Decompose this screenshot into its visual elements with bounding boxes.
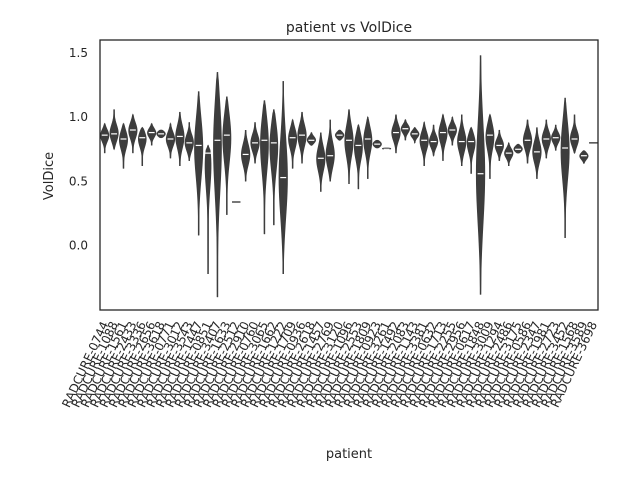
- y-tick-label: 1.0: [69, 110, 88, 124]
- violin: [316, 132, 326, 192]
- violin: [504, 141, 514, 167]
- violin: [532, 127, 542, 179]
- violin: [100, 122, 110, 154]
- violin: [119, 122, 128, 169]
- violin: [560, 97, 570, 239]
- x-axis-ticks: RADCURE-0744RADCURE-1088RADCURE-1561RADC…: [59, 319, 600, 409]
- violin: [372, 139, 382, 149]
- violin: [344, 109, 354, 185]
- violin: [184, 122, 194, 161]
- violins: [100, 55, 598, 298]
- violin: [250, 122, 260, 164]
- violin: [391, 114, 401, 154]
- violin: [494, 129, 504, 161]
- violin: [175, 111, 185, 167]
- violin: [475, 55, 486, 295]
- violin: [457, 114, 467, 167]
- violin: [447, 115, 457, 146]
- violin: [260, 100, 269, 235]
- violin: [194, 91, 204, 236]
- violin: [297, 111, 307, 164]
- y-tick-label: 0.5: [69, 174, 88, 188]
- violin: [569, 114, 580, 155]
- y-axis-label: VolDice: [42, 152, 57, 200]
- violin: [551, 124, 561, 151]
- violin: [428, 124, 439, 158]
- violin: [288, 118, 298, 169]
- violin: [278, 81, 288, 275]
- violin: [213, 72, 222, 298]
- violin: [204, 144, 212, 275]
- violin: [466, 126, 476, 174]
- violin: [522, 119, 533, 164]
- violin: [138, 126, 147, 167]
- y-tick-label: 0.0: [69, 239, 88, 253]
- y-tick-label: 1.5: [69, 46, 88, 60]
- violin: [147, 122, 157, 146]
- violin: [513, 143, 523, 154]
- violin: [334, 129, 345, 141]
- plot-frame: [99, 39, 599, 311]
- violin: [410, 126, 420, 145]
- violin: [269, 109, 279, 226]
- violin: [485, 113, 495, 179]
- violin: [381, 147, 392, 150]
- violin: [306, 131, 316, 146]
- chart-title: patient vs VolDice: [286, 20, 412, 36]
- y-axis-ticks: 0.0 0.5 1.0 1.5: [69, 46, 88, 253]
- violin: [109, 109, 119, 151]
- violin: [363, 115, 373, 179]
- violin: [128, 113, 138, 154]
- x-axis-label: patient: [326, 447, 372, 462]
- violin: [325, 119, 335, 182]
- violin: [156, 129, 166, 139]
- violin: [541, 119, 551, 159]
- violin: [353, 123, 363, 190]
- violin: [438, 113, 448, 161]
- violin: [419, 120, 429, 167]
- violin: [222, 96, 232, 215]
- violin: [165, 122, 176, 159]
- violin: [241, 129, 251, 182]
- violin: [579, 150, 589, 165]
- violin: [400, 118, 410, 141]
